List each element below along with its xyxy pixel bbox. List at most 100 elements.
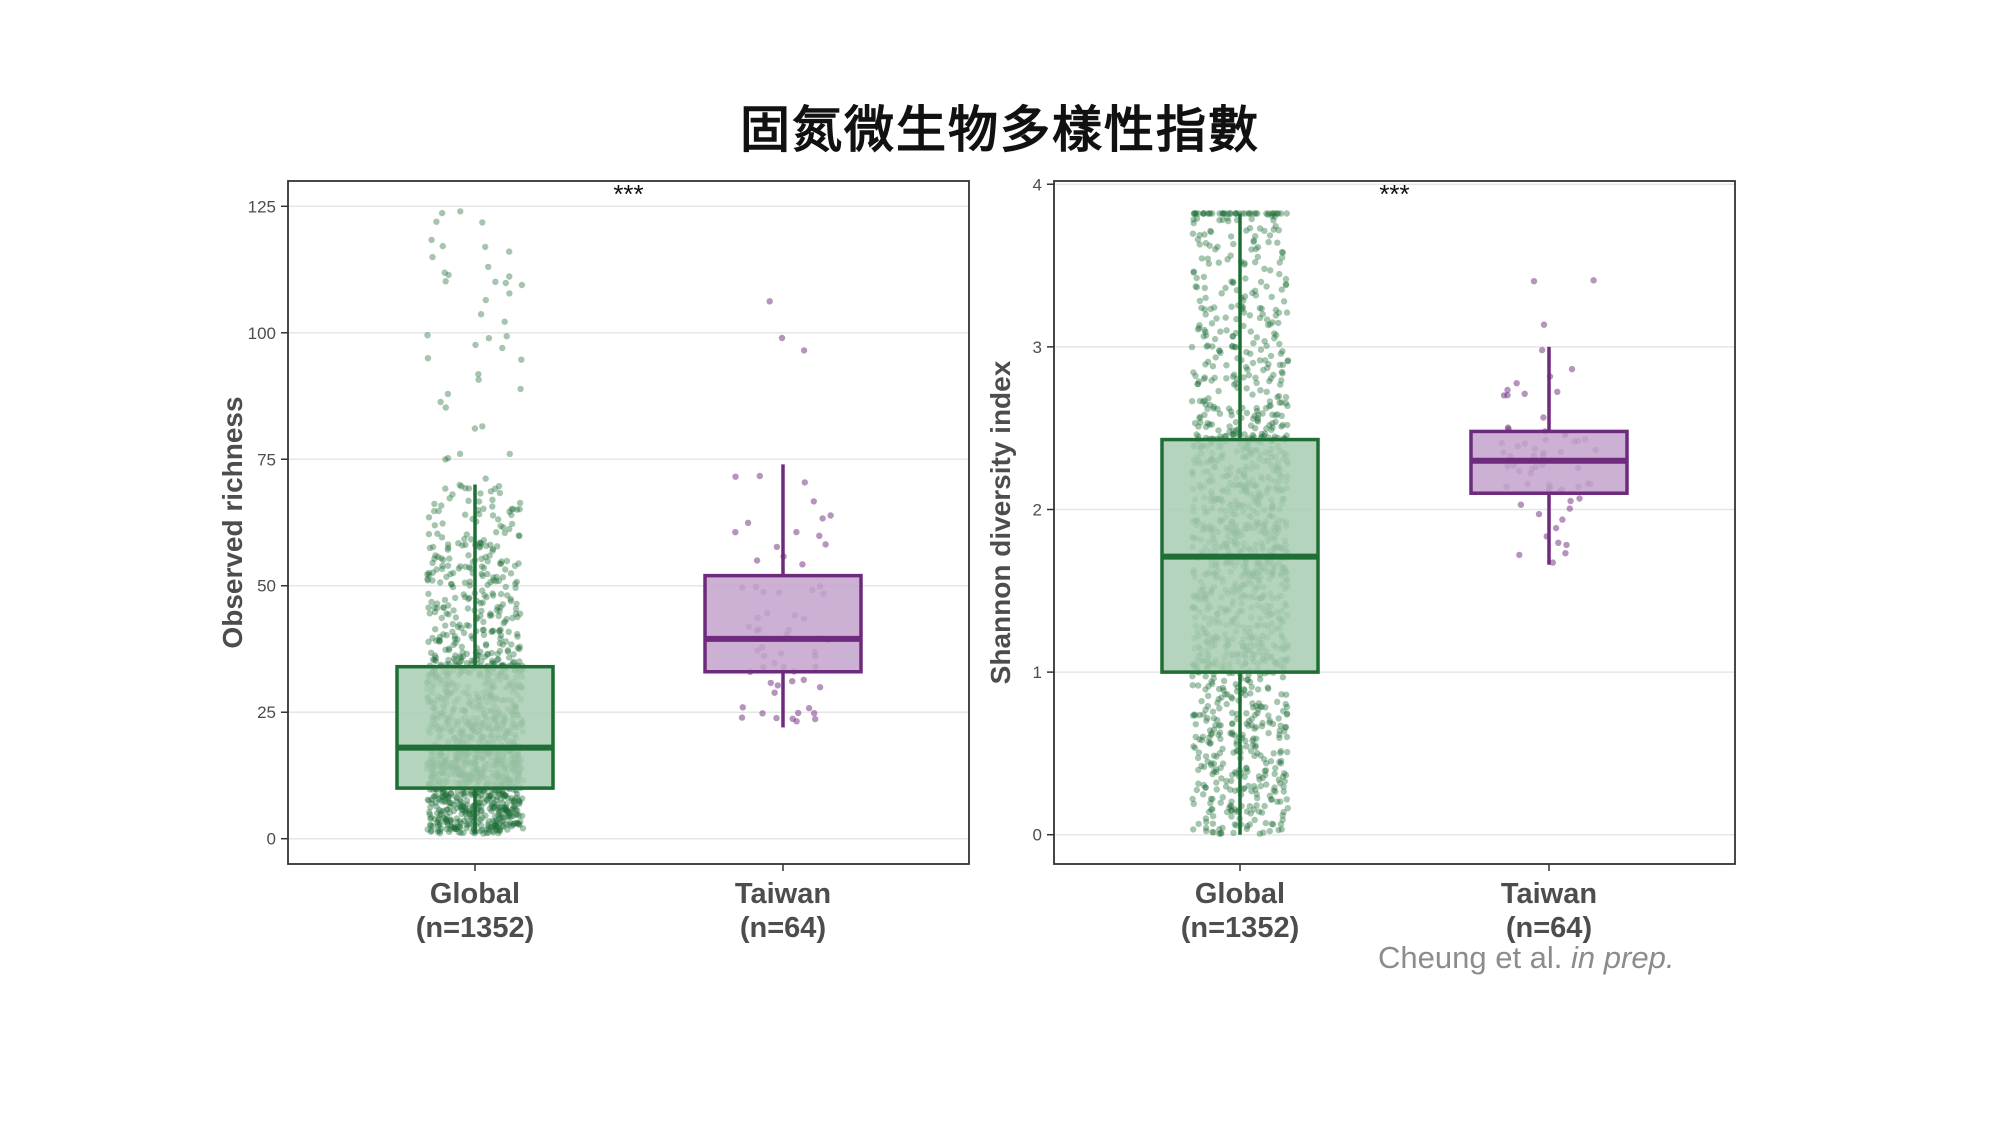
data-point [433, 604, 441, 612]
data-point [435, 816, 442, 823]
data-point [477, 791, 484, 799]
data-point [1196, 297, 1204, 304]
data-point [445, 602, 452, 609]
data-point [1277, 210, 1285, 217]
data-point [1283, 703, 1291, 711]
significance-marker: *** [1379, 179, 1409, 209]
data-point [481, 653, 488, 661]
data-point [1517, 501, 1525, 508]
data-point [518, 356, 525, 363]
data-point [476, 511, 483, 518]
data-point [1233, 822, 1240, 829]
data-point [480, 830, 487, 837]
data-point [1283, 711, 1291, 718]
data-point [496, 820, 503, 827]
data-point [511, 803, 518, 810]
data-point [498, 558, 505, 565]
data-point [458, 798, 465, 805]
data-point [1253, 790, 1260, 798]
data-point [490, 804, 497, 811]
data-point [516, 610, 524, 617]
data-point [445, 799, 452, 806]
data-point [498, 790, 505, 798]
data-point [445, 656, 452, 664]
data-point [459, 649, 466, 656]
data-point [1280, 783, 1287, 790]
data-point [499, 814, 506, 821]
data-point [1193, 786, 1201, 794]
data-point [1250, 783, 1258, 790]
data-point [1275, 227, 1283, 234]
data-point [462, 810, 469, 817]
data-point [1276, 270, 1283, 278]
data-point [1261, 767, 1269, 775]
data-point [1232, 769, 1239, 776]
data-point [1194, 380, 1201, 388]
y-tick-label: 50 [257, 577, 276, 596]
data-point [1549, 559, 1557, 566]
data-point [431, 500, 438, 508]
data-point [447, 818, 455, 825]
data-point [1247, 210, 1255, 217]
data-point [1241, 431, 1248, 438]
data-point [789, 678, 796, 685]
data-point [1282, 771, 1290, 779]
data-point [1266, 377, 1273, 385]
data-point [497, 626, 504, 633]
data-point [456, 450, 464, 457]
data-point [497, 635, 504, 642]
data-point [503, 807, 511, 815]
data-point [1196, 711, 1203, 719]
data-point [489, 627, 497, 635]
data-point [500, 823, 507, 830]
data-point [482, 642, 490, 649]
data-point [1242, 737, 1249, 744]
data-point [510, 651, 517, 658]
data-point [1243, 409, 1251, 417]
data-point [443, 806, 450, 813]
data-point [446, 828, 453, 835]
data-point [1256, 357, 1264, 364]
data-point [452, 639, 459, 647]
data-point [427, 815, 434, 822]
data-point [461, 817, 468, 824]
data-point [428, 598, 435, 606]
data-point [1277, 798, 1284, 805]
data-point [1227, 252, 1234, 259]
data-point [495, 612, 502, 620]
data-point [1245, 210, 1252, 217]
data-point [497, 590, 505, 598]
data-point [499, 344, 506, 352]
data-point [517, 385, 524, 393]
data-point [773, 714, 780, 722]
data-point [466, 578, 474, 585]
data-point [483, 594, 490, 601]
data-point [1279, 812, 1286, 819]
data-point [1256, 314, 1264, 322]
data-point [1200, 791, 1207, 798]
data-point [1268, 212, 1276, 220]
data-point [480, 564, 488, 571]
data-point [1279, 249, 1287, 256]
data-point [513, 600, 520, 607]
data-point [1201, 374, 1209, 381]
data-point [1202, 686, 1209, 693]
data-point [1226, 804, 1233, 811]
data-point [425, 569, 432, 577]
data-point [1245, 722, 1252, 729]
data-point [503, 821, 510, 828]
data-point [480, 626, 487, 633]
data-point [1209, 806, 1216, 813]
data-point [465, 808, 472, 816]
data-point [1190, 219, 1197, 227]
data-point [516, 658, 523, 665]
data-point [1196, 322, 1203, 329]
data-point [1228, 412, 1235, 419]
data-point [1248, 683, 1256, 691]
data-point [495, 791, 503, 798]
y-axis-title: Shannon diversity index [985, 360, 1016, 684]
data-point [497, 813, 504, 820]
data-point [1269, 210, 1276, 217]
data-point [429, 253, 436, 261]
data-point [488, 800, 496, 807]
